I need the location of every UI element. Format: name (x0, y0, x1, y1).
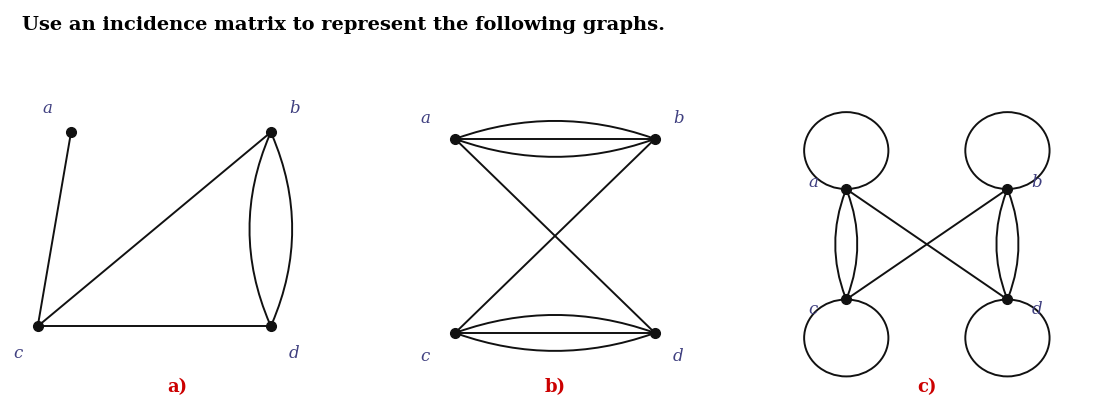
Text: Use an incidence matrix to represent the following graphs.: Use an incidence matrix to represent the… (22, 16, 665, 34)
FancyArrowPatch shape (250, 135, 270, 324)
FancyArrowPatch shape (997, 192, 1007, 297)
FancyArrowPatch shape (272, 135, 292, 324)
Text: d: d (289, 344, 300, 361)
Text: d: d (1031, 301, 1042, 318)
Text: b: b (1031, 174, 1042, 191)
Text: c): c) (917, 379, 937, 397)
FancyArrowPatch shape (835, 192, 845, 297)
Text: a: a (808, 174, 818, 191)
Text: a): a) (168, 379, 188, 397)
FancyArrowPatch shape (457, 140, 653, 157)
Text: d: d (673, 348, 684, 365)
Text: b): b) (544, 379, 566, 397)
Text: a: a (43, 100, 52, 117)
Text: a: a (421, 110, 430, 127)
Text: c: c (809, 301, 818, 318)
FancyArrowPatch shape (847, 192, 857, 297)
FancyArrowPatch shape (457, 315, 653, 332)
FancyArrowPatch shape (457, 121, 653, 138)
Text: b: b (289, 100, 300, 117)
Text: c: c (421, 348, 430, 365)
Text: c: c (13, 344, 22, 361)
Text: b: b (673, 110, 684, 127)
FancyArrowPatch shape (457, 334, 653, 351)
FancyArrowPatch shape (1009, 192, 1019, 297)
